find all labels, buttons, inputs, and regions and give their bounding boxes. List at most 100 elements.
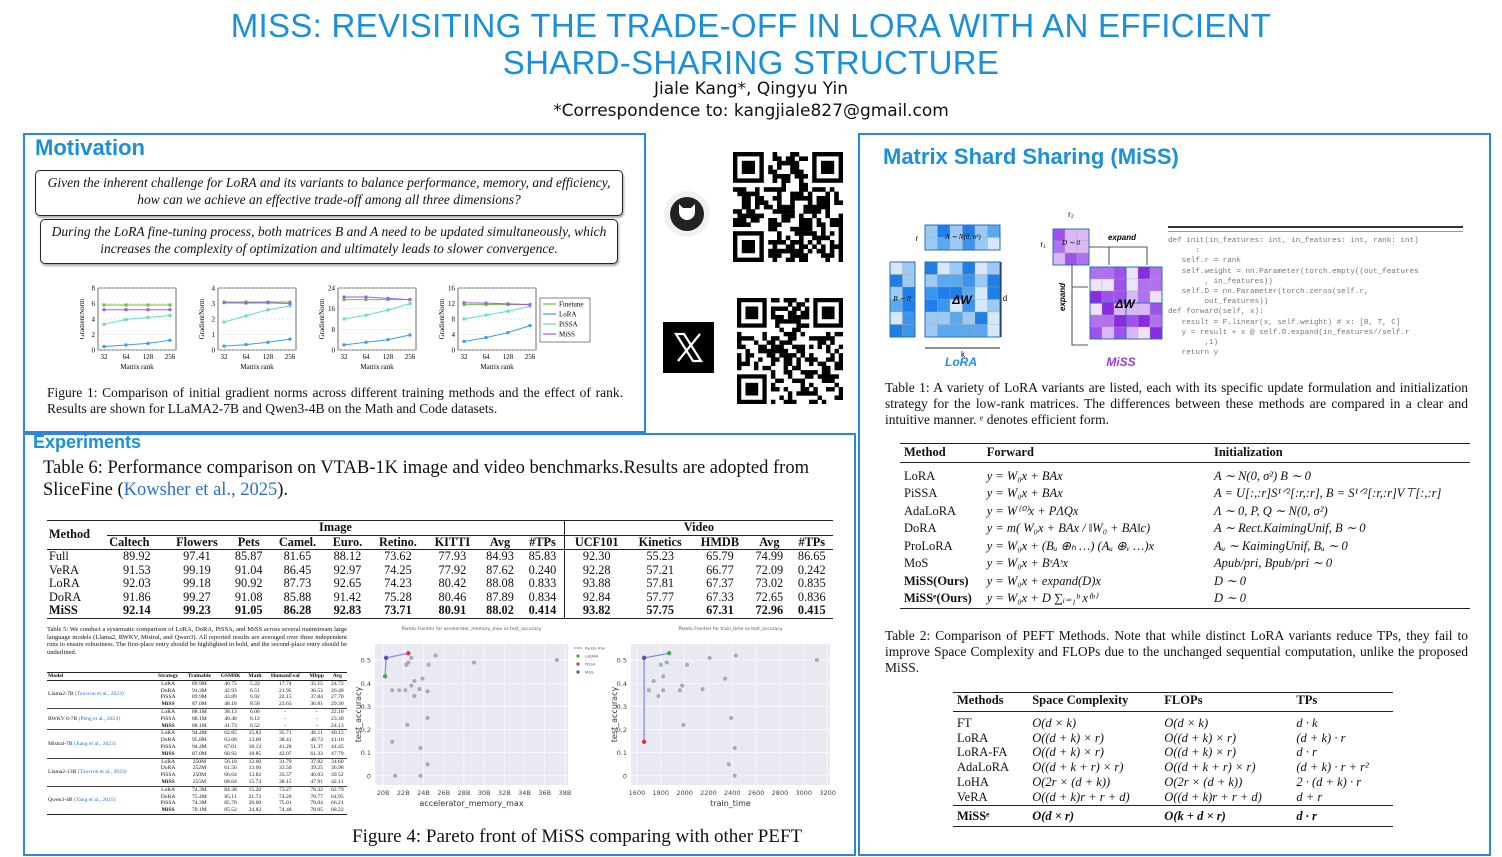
data-point: [146, 308, 150, 312]
value-cell: PiSSA: [160, 694, 176, 701]
value-cell: 70.1M: [192, 807, 207, 814]
y-tick-label: 0.4: [361, 680, 371, 688]
value-cell: O((d + k) × r): [1164, 745, 1237, 760]
delta-w-label: ΔW: [951, 293, 973, 307]
table-row: MiSS 87.0M 48.16 8.58 23.63 36.81 29.30: [47, 701, 347, 709]
citation-link[interactable]: (Touvron et al., 2023): [77, 768, 127, 775]
scatter-point: [425, 762, 430, 767]
y-axis-label: GradientNorm: [438, 298, 446, 339]
scatter-point: [681, 722, 686, 727]
column-header: Pets: [237, 534, 260, 549]
value-cell: (d + k) · r + r²: [1296, 760, 1369, 775]
miss-panel: [858, 133, 1491, 856]
x-tick-label: 38B: [559, 789, 572, 797]
value-cell: 74.3M: [192, 786, 207, 793]
dim-r1-label: r₁: [1040, 240, 1046, 249]
table-row: RWKV 6-7B (Peng et al., 2024) LoRA 88.1M 38…: [47, 708, 347, 722]
column-header: Avg: [332, 673, 342, 679]
data-point: [288, 300, 292, 304]
value-cell: 68.92: [224, 750, 237, 757]
table-row: Full 89.92 97.41 85.87 81.65 88.12 73.62 77.93 8…: [47, 549, 833, 564]
data-point: [342, 295, 346, 299]
value-cell: 80.42: [438, 576, 467, 590]
value-cell: 63.68: [224, 737, 237, 744]
legend-label: MiSS: [559, 331, 575, 339]
value-cell: LoRA: [161, 730, 176, 737]
citation-link[interactable]: (Yang et al., 2025): [73, 796, 116, 803]
value-cell: 64.95: [331, 793, 344, 800]
value-cell: 37.84: [310, 694, 323, 701]
series-line-lora: [103, 339, 171, 348]
value-cell: 61.56: [224, 765, 237, 772]
x-axis-label: Matrix rank: [480, 363, 514, 371]
y-tick-label: 8: [452, 316, 456, 324]
value-cell: MiSS: [161, 778, 175, 785]
x-axis-label: Matrix rank: [240, 363, 274, 371]
value-cell: O(2r × (d + k)): [1032, 774, 1111, 789]
motivation-heading: Motivation: [35, 135, 145, 160]
x-tick-label: 3200: [819, 789, 836, 797]
data-point: [386, 296, 390, 300]
x-tick-label: 128: [263, 353, 274, 361]
citation-link[interactable]: (Touvron et al., 2023): [74, 690, 124, 697]
model-name: Llama2-13B: [48, 768, 77, 775]
value-cell: 87.62: [486, 562, 514, 577]
value-cell: 39.52: [331, 772, 344, 779]
scatter-point: [677, 688, 682, 693]
code-line: self.weight = nn.Parameter(torch.empty((…: [1168, 267, 1419, 276]
table-row: LoRA-FA O((d + k) × r) O((d + k) × r) d · r: [953, 745, 1393, 760]
method-cell: AdaLoRA: [904, 503, 957, 518]
forward-formula: y = W₀x + (Bᵤ ⊕ₕ …) (Aᵤ ⊕ᵥ …)x: [986, 538, 1155, 553]
value-cell: 72.09: [755, 562, 784, 577]
x-tick-label: 256: [285, 353, 296, 361]
data-point: [222, 320, 226, 324]
value-cell: 36.53: [310, 687, 323, 694]
pareto-point-pissa: [406, 651, 411, 656]
value-cell: 31.79: [278, 758, 292, 765]
citation-link[interactable]: (Jiang et al., 2023): [73, 740, 116, 747]
table-row: PiSSA y = W₀x + BAx A = U[:,:r]S¹ᐟ²[:r,:r]…: [900, 485, 1470, 503]
value-cell: 74.48: [278, 807, 292, 814]
init-formula: A ∼ N(0, σ²) B ∼ 0: [1213, 468, 1311, 483]
x-logo-icon[interactable]: [663, 322, 714, 373]
value-cell: 13.82: [248, 772, 262, 779]
citation-link[interactable]: Kowsher et al., 2025: [123, 480, 278, 500]
value-cell: 73.71: [384, 603, 412, 617]
value-cell: 0.240: [521, 563, 565, 577]
method-cell: DoRA: [49, 589, 82, 604]
value-cell: 92.83: [333, 603, 362, 617]
y-tick-label: 0.5: [617, 657, 627, 665]
forward-formula: y = W₀x + BAx: [986, 486, 1063, 500]
value-cell: 42.93: [224, 687, 237, 694]
value-cell: 18.13: [248, 743, 262, 750]
value-cell: 6.06: [250, 708, 260, 715]
value-cell: 35.71: [278, 730, 292, 737]
table-row: PiSSA 88.1M 40.48 6.12 - - 23.30: [47, 716, 347, 723]
value-cell: O((d + k) × r): [1164, 730, 1237, 745]
table-row: DoRA 252M 61.56 13.60 33.50 39.25 36.98: [47, 765, 347, 772]
code-line: y = result + x @ self.D.expand(in_featur…: [1168, 328, 1410, 337]
gradient-chart-4: 0 4 8 12 16 32 64 128 256 Matrix rank GradientNorm: [438, 285, 537, 371]
citation-link[interactable]: (Peng et al., 2024): [78, 715, 120, 722]
column-header: Method: [904, 445, 946, 459]
y-tick-label: 0: [92, 347, 96, 355]
value-cell: 6.12: [250, 715, 260, 722]
x-tick-label: 256: [525, 353, 536, 361]
data-point: [124, 308, 128, 312]
value-cell: 74.99: [755, 549, 784, 563]
value-cell: 40.48: [224, 715, 237, 722]
x-qr-code[interactable]: [737, 298, 843, 404]
value-cell: O((d + k + r) × r): [1032, 760, 1124, 775]
data-point: [288, 304, 292, 308]
data-point: [342, 317, 346, 321]
y-tick-label: 8: [332, 326, 336, 334]
x-tick-label: 2400: [724, 789, 741, 797]
column-header: Strategy: [157, 673, 179, 679]
method-cell: MoS: [904, 556, 929, 570]
github-icon[interactable]: [663, 190, 711, 238]
github-qr-code[interactable]: [733, 152, 843, 262]
value-cell: 66.21: [331, 800, 344, 807]
init-formula: D ∼ 0: [1213, 573, 1246, 588]
scatter-point: [661, 674, 666, 679]
value-cell: 33.50: [278, 765, 292, 772]
